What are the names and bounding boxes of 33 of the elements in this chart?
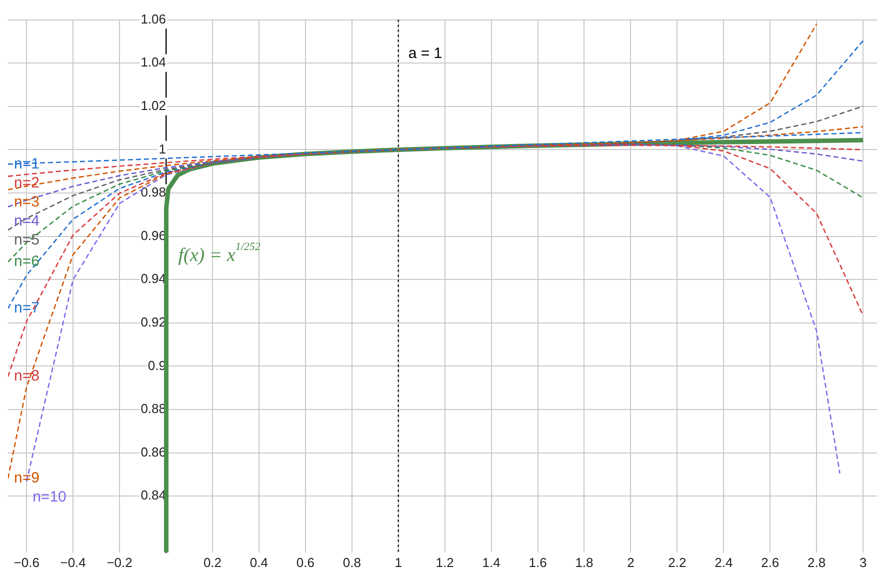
x-tick-label: 2 [627, 554, 634, 570]
y-tick-label: 0.98 [140, 184, 166, 200]
series-label: n=5 [14, 231, 40, 248]
x-tick-label: −0.6 [14, 554, 40, 570]
series-label: n=7 [14, 300, 40, 317]
x-tick-label: 0.6 [296, 554, 314, 570]
x-tick-label: 1 [394, 554, 402, 570]
x-tick-label: 1.8 [575, 554, 594, 570]
series-label: n=4 [14, 212, 40, 230]
x-tick-label: 2.8 [808, 554, 826, 570]
y-tick-label: 1.04 [140, 54, 166, 70]
x-tick-label: 2.4 [714, 554, 733, 570]
series-label: n=6 [14, 253, 40, 270]
x-tick-label: −0.4 [60, 554, 86, 570]
y-tick-label: 1.06 [140, 11, 166, 26]
y-tick-label: 1 [158, 141, 166, 156]
series-label: n=8 [14, 368, 40, 385]
y-tick-label: 1.02 [140, 98, 166, 113]
ref-line-label: a = 1 [408, 44, 442, 62]
x-tick-label: 2.6 [761, 554, 780, 570]
x-tick-label: 1.2 [436, 554, 454, 570]
x-tick-label: 0.8 [342, 554, 361, 570]
series-label: n=3 [14, 193, 40, 210]
series-label: n=10 [32, 488, 66, 506]
x-tick-label: 0.2 [203, 554, 222, 570]
x-tick-label: 1.6 [528, 554, 547, 570]
x-tick-label: 3 [859, 554, 867, 570]
x-tick-label: 0.4 [250, 554, 268, 570]
x-tick-label: 2.2 [668, 554, 686, 570]
x-tick-label: 1.4 [482, 554, 500, 570]
series-label: n=9 [14, 469, 40, 486]
series-label: n=2 [14, 174, 40, 192]
x-tick-label: −0.2 [106, 554, 132, 570]
